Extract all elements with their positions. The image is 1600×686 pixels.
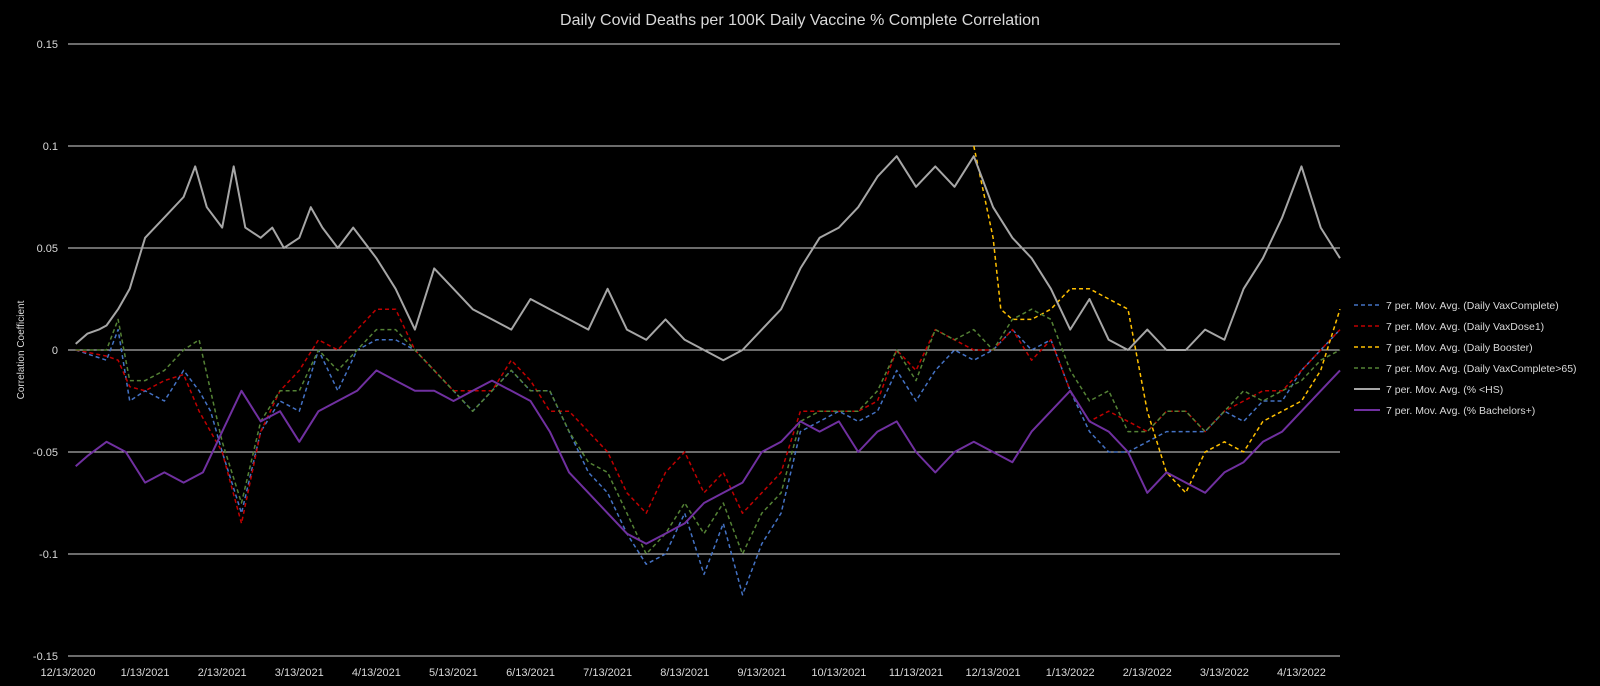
x-tick-label: 12/13/2020 bbox=[40, 667, 95, 679]
x-tick-label: 2/13/2022 bbox=[1123, 667, 1172, 679]
x-tick-label: 4/13/2021 bbox=[352, 667, 401, 679]
x-tick-label: 8/13/2021 bbox=[660, 667, 709, 679]
y-axis-title: Correlation Coefficient bbox=[16, 300, 27, 399]
series-line-4 bbox=[75, 155, 1341, 362]
x-tick-label: 3/13/2022 bbox=[1200, 667, 1249, 679]
y-tick-label: 0.15 bbox=[37, 39, 58, 51]
chart-title: Daily Covid Deaths per 100K Daily Vaccin… bbox=[560, 12, 1040, 29]
legend: 7 per. Mov. Avg. (Daily VaxComplete) 7 pe… bbox=[1354, 300, 1577, 417]
y-tick-label: -0.05 bbox=[33, 447, 58, 459]
y-tick-label: 0.1 bbox=[43, 141, 58, 153]
series-line-1 bbox=[75, 308, 1341, 525]
x-tick-label: 1/13/2021 bbox=[121, 667, 170, 679]
x-tick-label: 12/13/2021 bbox=[966, 667, 1021, 679]
x-tick-label: 7/13/2021 bbox=[583, 667, 632, 679]
series-line-3 bbox=[75, 308, 1341, 555]
series-lines bbox=[75, 145, 1341, 596]
x-tick-label: 3/13/2021 bbox=[275, 667, 324, 679]
x-tick-label: 10/13/2021 bbox=[811, 667, 866, 679]
legend-label: 7 per. Mov. Avg. (% Bachelors+) bbox=[1386, 405, 1535, 417]
y-tick-label: -0.15 bbox=[33, 651, 58, 663]
legend-label: 7 per. Mov. Avg. (Daily VaxComplete>65) bbox=[1386, 363, 1577, 375]
x-tick-label: 5/13/2021 bbox=[429, 667, 478, 679]
legend-label: 7 per. Mov. Avg. (Daily Booster) bbox=[1386, 342, 1533, 354]
x-axis-tick-labels: 12/13/2020 1/13/2021 2/13/2021 3/13/2021 4/1… bbox=[40, 667, 1325, 679]
x-tick-label: 2/13/2021 bbox=[198, 667, 247, 679]
x-tick-label: 11/13/2021 bbox=[889, 667, 943, 679]
x-tick-label: 9/13/2021 bbox=[737, 667, 786, 679]
y-tick-label: 0.05 bbox=[37, 243, 58, 255]
y-tick-label: -0.1 bbox=[39, 549, 58, 561]
gridlines bbox=[68, 43, 1340, 657]
legend-label: 7 per. Mov. Avg. (Daily VaxDose1) bbox=[1386, 321, 1544, 333]
y-tick-label: 0 bbox=[52, 345, 58, 357]
x-tick-label: 1/13/2022 bbox=[1046, 667, 1095, 679]
legend-label: 7 per. Mov. Avg. (% <HS) bbox=[1386, 384, 1503, 396]
x-tick-label: 4/13/2022 bbox=[1277, 667, 1326, 679]
series-line-2 bbox=[973, 145, 1341, 494]
legend-label: 7 per. Mov. Avg. (Daily VaxComplete) bbox=[1386, 300, 1559, 312]
y-axis-tick-labels: 0.15 0.1 0.05 0 -0.05 -0.1 -0.15 bbox=[33, 39, 58, 663]
series-line-5 bbox=[75, 369, 1341, 545]
series-line-0 bbox=[75, 328, 1341, 596]
x-tick-label: 6/13/2021 bbox=[506, 667, 555, 679]
